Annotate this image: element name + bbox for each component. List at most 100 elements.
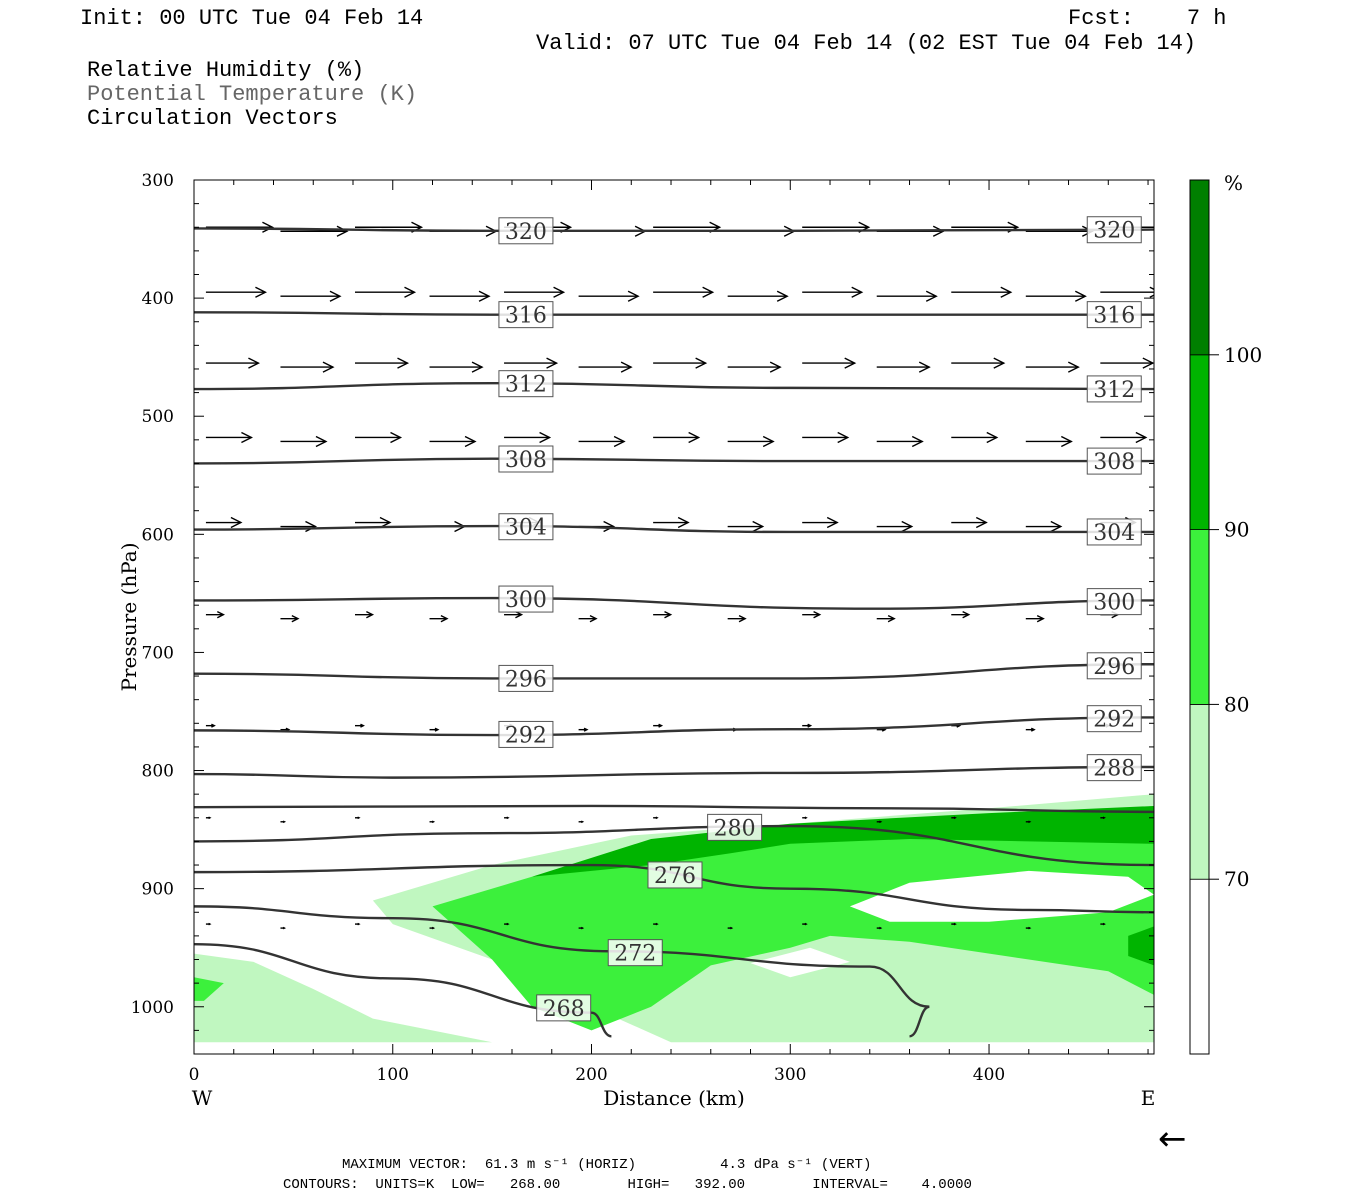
contour-label-316: 316 xyxy=(498,301,554,329)
vector-arrowhead xyxy=(1135,431,1148,444)
vector-arrowhead xyxy=(282,926,287,930)
vector-arrowhead xyxy=(953,816,957,820)
contour-label-312: 312 xyxy=(498,370,554,398)
contour-label-304: 304 xyxy=(1086,518,1142,546)
vector-arrowhead xyxy=(230,516,243,529)
vector-arrowhead xyxy=(211,723,216,728)
contour-label-box xyxy=(498,513,554,541)
vector-arrowhead xyxy=(804,816,808,820)
theta-contour-284 xyxy=(194,804,1154,814)
contour-label-308: 308 xyxy=(1086,447,1142,475)
vector-arrowhead xyxy=(1030,727,1036,732)
max-vector-note: MAXIMUM VECTOR: 61.3 m s⁻¹ (HORIZ) 4.3 d… xyxy=(342,1157,872,1173)
vector-arrowhead xyxy=(677,516,690,529)
contour-label-box xyxy=(1086,301,1142,329)
vector-arrowhead xyxy=(336,225,349,237)
vector-arrowhead xyxy=(1157,222,1167,232)
contour-label-320: 320 xyxy=(498,217,554,245)
contour-label-box xyxy=(1086,216,1142,244)
vector-arrowhead xyxy=(658,723,664,728)
contour-label-box xyxy=(498,720,554,748)
rh-region-80 xyxy=(432,806,1154,1031)
contour-label-box xyxy=(498,301,554,329)
vector-arrowhead xyxy=(208,922,212,926)
contour-label-text: 276 xyxy=(654,864,696,889)
vector-arrowhead xyxy=(1028,926,1032,930)
contour-label-box xyxy=(498,445,554,473)
vector-arrowhead xyxy=(539,431,552,444)
vector-arrowhead xyxy=(813,610,822,619)
vector-arrowhead xyxy=(953,922,957,926)
colorbar-label: 80 xyxy=(1224,692,1249,716)
rh-gap xyxy=(849,870,1154,922)
contour-label-text: 316 xyxy=(505,304,547,329)
vector-arrowhead xyxy=(282,820,287,824)
contour-label-text: 312 xyxy=(505,373,547,398)
y-tick-label: 500 xyxy=(142,407,174,427)
vector-arrowhead xyxy=(879,926,883,930)
vector-arrowhead xyxy=(546,357,559,369)
contour-label-box xyxy=(536,994,592,1022)
contour-label-300: 300 xyxy=(1086,588,1142,616)
contour-label-308: 308 xyxy=(498,445,554,473)
reference-vector-arrow: ← xyxy=(1158,1119,1187,1150)
contour-label-272: 272 xyxy=(607,939,663,967)
vector-arrowhead xyxy=(975,516,988,529)
west-label: W xyxy=(192,1086,213,1110)
contour-label-296: 296 xyxy=(498,664,554,692)
contour-label-text: 268 xyxy=(543,997,585,1022)
rh-region-80 xyxy=(194,977,224,1001)
vector-arrowhead xyxy=(887,614,896,623)
contour-label-box xyxy=(707,813,763,841)
rh-region-90 xyxy=(531,806,1154,877)
vector-arrowhead xyxy=(962,610,971,619)
cross-section-chart: 320 320 316 316 312 312 308 308 304 304 300 300 296 2… xyxy=(117,171,1262,1150)
vector-arrowhead xyxy=(627,290,640,302)
contour-label-text: 316 xyxy=(1093,304,1135,329)
contour-label-text: 312 xyxy=(1093,378,1135,403)
vector-arrowhead xyxy=(262,221,274,233)
colorbar-segment xyxy=(1189,529,1210,705)
vector-arrowhead xyxy=(837,431,850,444)
vector-arrowhead xyxy=(804,922,808,926)
contour-label-288: 288 xyxy=(1086,754,1142,782)
theta-contour-280 xyxy=(194,824,1154,867)
colorbar-segment xyxy=(1189,179,1210,356)
contour-label-304: 304 xyxy=(498,513,554,541)
vector-arrowhead xyxy=(613,435,626,448)
vector-arrowhead xyxy=(911,435,924,448)
vector-arrowhead xyxy=(1149,286,1154,298)
vector-arrowhead xyxy=(1036,614,1045,623)
vector-arrowhead xyxy=(1050,520,1063,533)
vector-arrowhead xyxy=(776,290,789,302)
theta-contour-316 xyxy=(194,311,1154,316)
vector-arrowhead xyxy=(826,516,839,529)
contour-label-box xyxy=(1086,518,1142,546)
colorbar-segment xyxy=(1189,704,1210,880)
contour-label-box xyxy=(1086,375,1142,403)
rh-region-90 xyxy=(1128,926,1154,966)
y-tick-label: 700 xyxy=(142,643,174,663)
vector-arrowhead xyxy=(255,286,267,298)
vector-arrowhead xyxy=(322,361,335,373)
plot-frame xyxy=(193,179,1155,1055)
vector-arrowhead xyxy=(291,614,300,623)
theta-contour-292 xyxy=(194,716,1154,737)
vector-arrowhead xyxy=(434,727,440,732)
contour-label-box xyxy=(498,664,554,692)
vector-arrowhead xyxy=(315,435,328,448)
contour-label-320: 320 xyxy=(1086,216,1142,244)
colorbar-segment xyxy=(1189,878,1210,1055)
contour-label-box xyxy=(1086,588,1142,616)
vector-arrowhead xyxy=(664,610,673,619)
contour-label-box xyxy=(647,861,703,889)
vector-arrowhead xyxy=(390,431,403,444)
vector-arrowhead xyxy=(879,820,883,824)
contour-label-300: 300 xyxy=(498,585,554,613)
contour-label-276: 276 xyxy=(647,861,703,889)
colorbar-label: 70 xyxy=(1224,867,1249,891)
init-time: Init: 00 UTC Tue 04 Feb 14 xyxy=(80,6,424,31)
vector-arrowhead xyxy=(1102,922,1106,926)
y-tick-label: 800 xyxy=(142,762,174,782)
vector-arrowhead xyxy=(515,610,524,619)
